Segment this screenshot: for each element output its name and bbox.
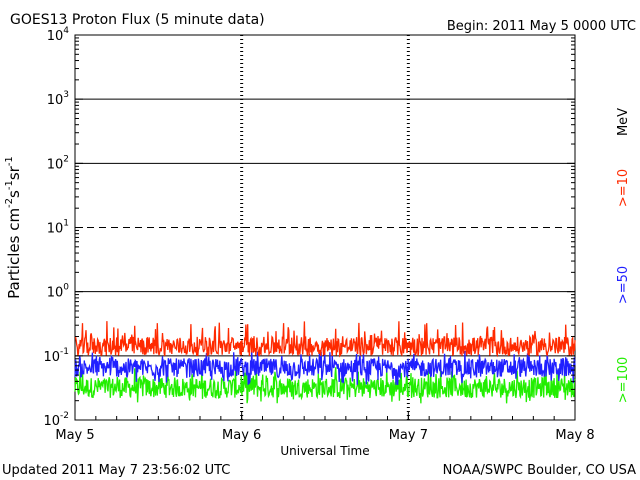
y-axis-label: Particles cm-2s-1sr-1 (4, 156, 23, 299)
y-tick-label: 102 (47, 154, 69, 172)
legend-entry: >=100 (616, 357, 631, 404)
x-tick-label: May 8 (555, 428, 594, 443)
y-tick-label: 100 (47, 283, 70, 301)
x-axis: May 5 May 6 May 7 May 8 (55, 412, 595, 443)
data-series (74, 321, 576, 404)
chart-title: GOES13 Proton Flux (5 minute data) (10, 12, 265, 28)
y-tick-label: 10-2 (43, 411, 69, 429)
x-tick-label: May 5 (55, 428, 94, 443)
grid-lines (75, 35, 575, 420)
x-axis-label: Universal Time (280, 444, 369, 458)
y-tick-label: 103 (47, 90, 69, 108)
series-line (74, 365, 576, 404)
series-line (74, 321, 576, 358)
x-tick-label: May 6 (222, 428, 261, 443)
legend: MeV >=10 >=50 >=100 (616, 108, 631, 403)
legend-entry: >=10 (616, 169, 631, 207)
y-tick-label: 10-1 (43, 347, 69, 365)
updated-time: Updated 2011 May 7 23:56:02 UTC (2, 463, 230, 478)
y-tick-label: 104 (47, 26, 70, 44)
series-line (74, 350, 576, 385)
x-tick-label: May 7 (389, 428, 428, 443)
begin-time: Begin: 2011 May 5 0000 UTC (447, 19, 636, 34)
y-axis: 10-2 10-1 100 101 102 103 104 (43, 26, 575, 429)
y-tick-label: 101 (47, 219, 69, 237)
legend-entry: >=50 (616, 266, 631, 304)
credit: NOAA/SWPC Boulder, CO USA (443, 463, 636, 478)
legend-unit: MeV (616, 108, 631, 136)
